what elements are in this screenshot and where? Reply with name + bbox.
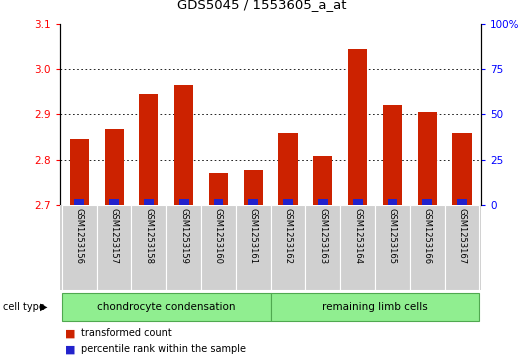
- Text: GSM1253165: GSM1253165: [388, 208, 397, 264]
- Bar: [109, 199, 119, 205]
- Bar: [236, 205, 271, 290]
- Bar: [74, 199, 84, 205]
- Bar: [174, 85, 193, 205]
- Bar: [271, 293, 480, 322]
- Bar: [452, 134, 472, 205]
- Bar: [105, 129, 123, 205]
- Bar: [383, 105, 402, 205]
- Text: GDS5045 / 1553605_a_at: GDS5045 / 1553605_a_at: [177, 0, 346, 11]
- Bar: [97, 205, 131, 290]
- Bar: [70, 139, 89, 205]
- Text: ■: ■: [65, 344, 76, 354]
- Text: percentile rank within the sample: percentile rank within the sample: [81, 344, 246, 354]
- Bar: [139, 94, 158, 205]
- Bar: [271, 205, 305, 290]
- Text: GSM1253166: GSM1253166: [423, 208, 431, 264]
- Bar: [388, 199, 397, 205]
- Bar: [457, 199, 467, 205]
- Text: remaining limb cells: remaining limb cells: [322, 302, 428, 312]
- Bar: [375, 205, 410, 290]
- Text: chondrocyte condensation: chondrocyte condensation: [97, 302, 235, 312]
- Bar: [423, 199, 432, 205]
- Bar: [313, 156, 333, 205]
- Bar: [62, 293, 271, 322]
- Bar: [283, 199, 293, 205]
- Bar: [248, 199, 258, 205]
- Bar: [305, 205, 340, 290]
- Text: GSM1253163: GSM1253163: [319, 208, 327, 264]
- Text: GSM1253164: GSM1253164: [353, 208, 362, 264]
- Bar: [278, 134, 298, 205]
- Text: GSM1253162: GSM1253162: [283, 208, 292, 264]
- Text: transformed count: transformed count: [81, 328, 172, 338]
- Text: GSM1253159: GSM1253159: [179, 208, 188, 264]
- Bar: [62, 205, 97, 290]
- Bar: [131, 205, 166, 290]
- Bar: [318, 199, 328, 205]
- Bar: [209, 174, 228, 205]
- Bar: [166, 205, 201, 290]
- Text: GSM1253157: GSM1253157: [110, 208, 119, 264]
- Bar: [340, 205, 375, 290]
- Bar: [348, 49, 367, 205]
- Text: GSM1253156: GSM1253156: [75, 208, 84, 264]
- Bar: [418, 112, 437, 205]
- Bar: [201, 205, 236, 290]
- Bar: [179, 199, 188, 205]
- Text: GSM1253167: GSM1253167: [458, 208, 467, 264]
- Text: cell type: cell type: [3, 302, 44, 312]
- Bar: [445, 205, 480, 290]
- Bar: [144, 199, 154, 205]
- Text: GSM1253158: GSM1253158: [144, 208, 153, 264]
- Bar: [213, 199, 223, 205]
- Bar: [353, 199, 362, 205]
- Text: ▶: ▶: [40, 302, 47, 312]
- Text: GSM1253160: GSM1253160: [214, 208, 223, 264]
- Bar: [244, 170, 263, 205]
- Text: GSM1253161: GSM1253161: [249, 208, 258, 264]
- Text: ■: ■: [65, 328, 76, 338]
- Bar: [410, 205, 445, 290]
